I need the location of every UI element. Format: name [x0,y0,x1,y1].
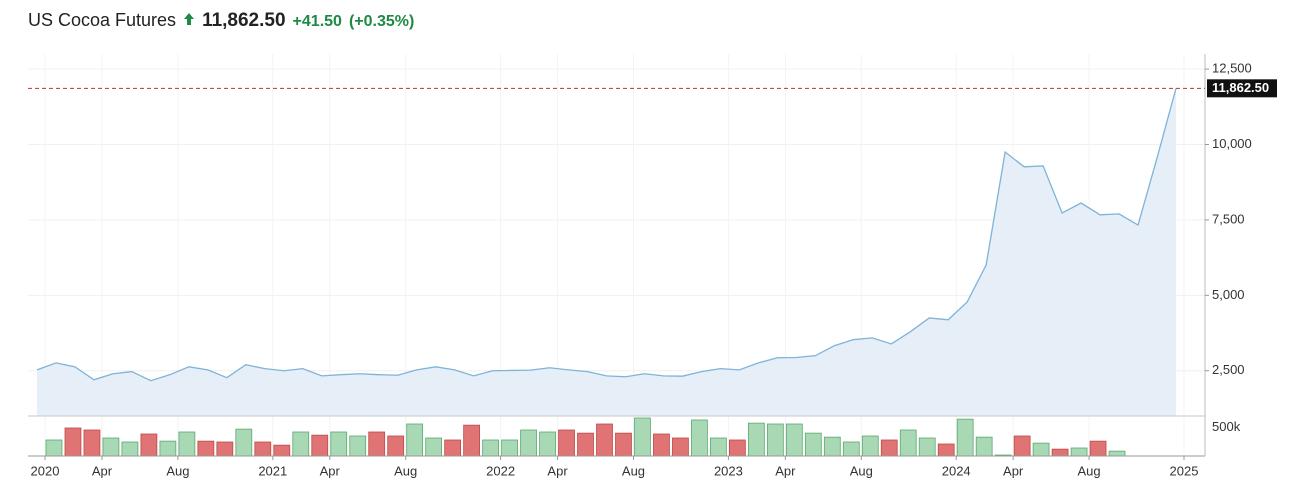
volume-bar [387,435,405,457]
x-tick-label: 2024 [942,463,971,478]
last-price-badge [1207,79,1277,98]
volume-bar [178,431,196,457]
volume-bar [558,429,575,457]
volume-bar [899,429,917,457]
volume-bar [615,432,632,457]
volume-bar [861,435,879,457]
volume-bar [330,431,348,457]
volume-bar [140,433,158,457]
x-tick-label: Apr [547,463,568,478]
volume-bar [520,429,537,457]
volume-bar [197,440,215,457]
volume-bar [463,424,480,457]
volume-bar [634,417,651,457]
y-tick-label: 12,500 [1212,61,1252,76]
price-line [36,88,1177,382]
y-tick-label: 10,000 [1212,136,1252,151]
volume-bar [349,435,367,457]
x-tick-label: Aug [166,463,189,478]
volume-bar [918,437,936,457]
volume-bar [482,439,499,457]
volume-bar [747,422,765,457]
price-area [37,88,1176,417]
volume-bar [577,432,594,457]
volume-bar [501,439,518,457]
volume-bar [1070,447,1088,457]
volume-bar [273,444,291,457]
x-tick-label: Aug [394,463,417,478]
y-tick-label: 5,000 [1212,287,1245,302]
volume-bar [691,419,708,457]
instrument-title: US Cocoa Futures [28,10,177,30]
volume-bar [956,418,974,457]
volume-bar [64,427,82,457]
volume-bar [1089,440,1107,457]
volume-bar [159,440,177,457]
volume-bar [804,432,822,457]
volume-bar [368,431,386,457]
x-tick-label: 2020 [31,463,60,478]
volume-bar [766,423,784,457]
volume-bar [292,431,310,457]
volume-bar [785,423,803,457]
volume-bar [653,433,670,457]
volume-bar [121,441,139,457]
x-tick-label: 2023 [714,463,743,478]
volume-bar [672,437,689,457]
volume-bar [1013,435,1031,457]
volume-bar [1032,442,1050,457]
volume-bar [425,437,443,457]
price-change-pct: (+0.35%) [348,13,415,30]
x-tick-label: Apr [320,463,341,478]
y-tick-label: 7,500 [1212,211,1245,226]
x-tick-label: Apr [92,463,113,478]
volume-bar [102,437,120,457]
up-arrow [184,13,195,25]
x-tick-label: Aug [850,463,873,478]
x-tick-label: 2025 [1170,463,1199,478]
volume-bar [83,429,101,457]
volume-bar [937,443,955,457]
volume-bar [710,437,727,457]
volume-bar [311,434,329,457]
volume-bar [1108,450,1126,457]
volume-bar [235,428,253,457]
volume-bar [842,441,860,457]
x-tick-label: 2022 [486,463,515,478]
volume-bar [729,439,746,457]
x-tick-label: 2021 [258,463,287,478]
volume-bar [216,441,234,457]
volume-bar [596,423,613,457]
volume-bar [254,441,272,457]
header: US Cocoa Futures 11,862.50 +41.50 (+0.35… [28,10,414,32]
volume-bar [880,439,898,457]
volume-bar [444,439,462,457]
volume-bar [823,436,841,457]
volume-bar [1051,448,1069,457]
y-tick-label: 2,500 [1212,362,1245,377]
volume-bar [406,423,424,457]
volume-bar [539,431,556,457]
x-tick-label: Aug [1078,463,1101,478]
x-tick-label: Apr [775,463,796,478]
price-change: +41.50 [292,13,342,30]
x-tick-label: Aug [622,463,645,478]
last-price: 11,862.50 [202,10,286,31]
last-price-label: 11,862.50 [1212,80,1269,95]
x-tick-label: Apr [1003,463,1024,478]
volume-bar [45,439,63,457]
volume-tick-label: 500k [1212,419,1241,434]
volume-bar [975,436,993,457]
